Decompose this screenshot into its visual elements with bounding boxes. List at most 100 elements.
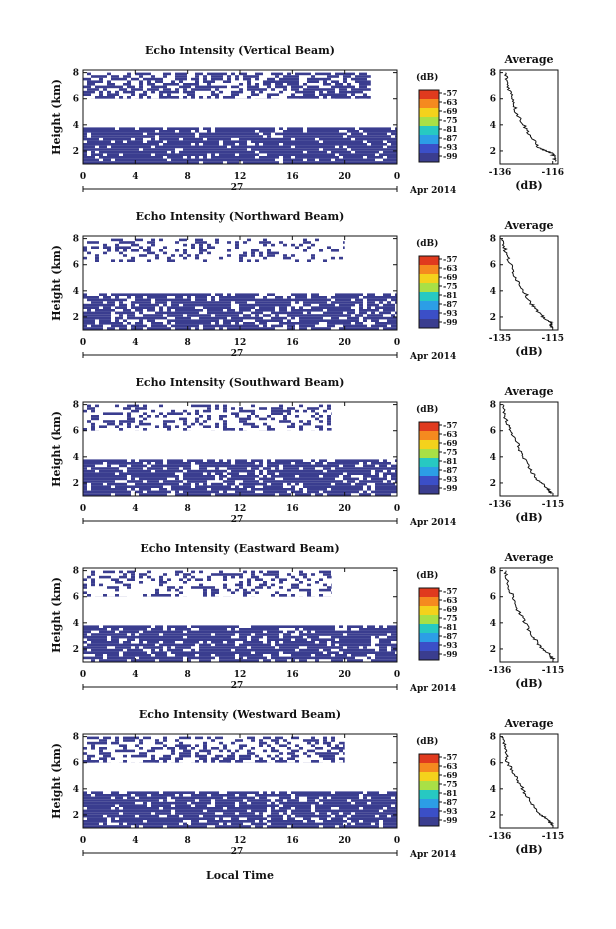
heatmap-cell — [311, 646, 315, 649]
heatmap-cell — [283, 322, 287, 325]
heatmap-cell — [243, 594, 247, 597]
heatmap-cell — [287, 641, 291, 644]
heatmap-cell — [299, 150, 303, 154]
heatmap-cell — [299, 293, 303, 296]
heatmap-cell — [155, 324, 159, 328]
heatmap-cell — [235, 493, 239, 496]
heatmap-cell — [127, 316, 131, 320]
heatmap-cell — [287, 140, 291, 143]
heatmap-cell — [383, 143, 387, 146]
heatmap-cell — [115, 158, 119, 162]
heatmap-cell — [271, 635, 275, 639]
heatmap-cell — [99, 477, 103, 481]
colorbar-segment — [419, 144, 439, 153]
heatmap-cell — [275, 156, 279, 159]
heatmap-cell — [283, 298, 287, 302]
heatmap-cell — [247, 648, 251, 652]
heatmap-cell — [383, 130, 387, 133]
heatmap-cell — [315, 306, 319, 309]
heatmap-cell — [199, 319, 203, 322]
heatmap-cell — [331, 475, 335, 478]
heatmap-cell — [159, 93, 163, 96]
heatmap-cell — [319, 633, 323, 636]
heatmap-cell — [115, 482, 119, 486]
heatmap-cell — [319, 485, 323, 488]
heatmap-cell — [183, 641, 187, 644]
heatmap-cell — [263, 243, 267, 247]
heatmap-cell — [367, 140, 371, 143]
heatmap-cell — [203, 654, 207, 657]
heatmap-cell — [287, 467, 291, 470]
heatmap-cell — [267, 425, 271, 428]
heatmap-cell — [327, 428, 331, 431]
heatmap-cell — [103, 648, 107, 652]
heatmap-cell — [363, 85, 367, 89]
heatmap-cell — [311, 80, 315, 83]
heatmap-cell — [179, 135, 183, 138]
heatmap-cell — [119, 570, 123, 574]
heatmap-cell — [371, 130, 375, 133]
heatmap-cell — [327, 417, 331, 421]
heatmap-cell — [119, 422, 123, 426]
heatmap-cell — [191, 654, 195, 657]
heatmap-cell — [143, 127, 147, 130]
heatmap-cell — [367, 641, 371, 644]
heatmap-cell — [139, 490, 143, 494]
heatmap-cell — [123, 477, 127, 481]
heatmap-cell — [295, 259, 299, 262]
heatmap-cell — [167, 256, 171, 260]
heatmap-cell — [263, 422, 267, 426]
heatmap-cell — [247, 628, 251, 631]
heatmap-cell — [219, 635, 223, 639]
heatmap-cell — [227, 132, 231, 136]
heatmap-cell — [371, 127, 375, 130]
heatmap-cell — [323, 646, 327, 649]
heatmap-cell — [267, 254, 271, 257]
heatmap-cell — [235, 625, 239, 628]
heatmap-cell — [127, 485, 131, 488]
heatmap-cell — [275, 301, 279, 304]
heatmap-cell — [275, 485, 279, 488]
heatmap-cell — [315, 646, 319, 649]
heatmap-cell — [259, 462, 263, 465]
heatmap-cell — [223, 316, 227, 320]
heatmap-cell — [127, 412, 131, 415]
heatmap-cell — [175, 306, 179, 309]
heatmap-cell — [211, 488, 215, 491]
colorbar-tick-label: -87 — [443, 299, 457, 309]
heatmap-cell — [327, 303, 331, 307]
heatmap-cell — [131, 575, 135, 579]
heatmap-cell — [195, 314, 199, 317]
heatmap-cell — [83, 578, 87, 581]
heatmap-cell — [179, 625, 183, 628]
heatmap-cell — [347, 309, 351, 312]
heatmap-cell — [207, 148, 211, 151]
heatmap-cell — [95, 75, 99, 78]
heatmap-cell — [199, 578, 203, 581]
heatmap-cell — [371, 314, 375, 317]
heatmap-cell — [135, 309, 139, 312]
heatmap-cell — [175, 311, 179, 315]
heatmap-cell — [367, 296, 371, 299]
heatmap-cell — [167, 625, 171, 628]
heatmap-cell — [263, 493, 267, 496]
heatmap-cell — [295, 153, 299, 156]
heatmap-cell — [127, 130, 131, 133]
heatmap-cell — [219, 464, 223, 468]
heatmap-cell — [219, 316, 223, 320]
heatmap-cell — [343, 488, 347, 491]
heatmap-cell — [319, 316, 323, 320]
heatmap-cell — [371, 324, 375, 328]
heatmap-cell — [259, 303, 263, 307]
heatmap-cell — [143, 153, 147, 156]
heatmap-cell — [295, 96, 299, 99]
heatmap-cell — [259, 156, 263, 159]
heatmap-cell — [199, 322, 203, 325]
heatmap-cell — [151, 127, 155, 130]
heatmap-cell — [139, 311, 143, 315]
heatmap-cell — [235, 243, 239, 247]
heatmap-cell — [259, 417, 263, 421]
heatmap-cell — [207, 324, 211, 328]
heatmap-cell — [231, 143, 235, 146]
